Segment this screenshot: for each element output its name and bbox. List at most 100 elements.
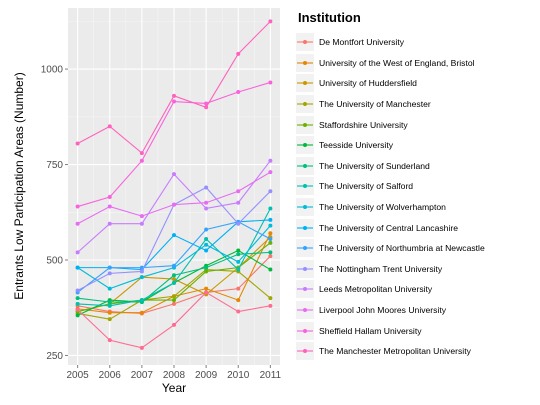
series-line-group	[75, 290, 273, 350]
legend-key	[296, 136, 314, 155]
series-line-group	[75, 19, 273, 156]
data-point	[139, 298, 144, 303]
data-point	[204, 269, 209, 274]
data-point	[75, 204, 80, 209]
data-point	[172, 99, 176, 104]
legend-key	[296, 218, 314, 237]
data-point	[236, 221, 241, 226]
legend-item: Sheffield Hallam University	[296, 320, 536, 341]
data-point	[75, 221, 80, 226]
legend-label: The University of Northumbria at Newcast…	[319, 243, 485, 254]
x-tick-label: 2007	[131, 370, 154, 381]
legend-label: Liverpool John Moores University	[319, 305, 447, 316]
series-line-group	[75, 158, 273, 255]
data-point	[268, 237, 273, 241]
data-point	[172, 93, 176, 98]
legend-label: Teesside University	[319, 140, 394, 151]
data-point	[204, 248, 209, 253]
legend-key	[296, 95, 314, 114]
data-point	[172, 294, 176, 299]
legend-item: University of Huddersfield	[296, 73, 536, 94]
legend-item: Liverpool John Moores University	[296, 300, 536, 321]
x-tick-label: 2005	[67, 370, 90, 381]
y-axis: 250 500 750 1000	[41, 65, 68, 362]
data-point	[236, 309, 241, 314]
legend-title: Institution	[298, 10, 361, 25]
legend-item: The Manchester Metropolitan University	[296, 341, 536, 362]
x-tick-label: 2011	[260, 370, 282, 381]
data-point	[204, 227, 209, 232]
data-point	[107, 310, 112, 315]
data-point	[107, 271, 112, 276]
data-point	[268, 19, 273, 24]
legend-key	[296, 115, 314, 134]
data-point	[236, 267, 241, 272]
data-point	[172, 172, 176, 177]
legend-item: The University of Sunderland	[296, 156, 536, 177]
legend-key	[296, 342, 314, 361]
legend-item: The University of Wolverhampton	[296, 197, 536, 218]
y-tick-label: 750	[46, 160, 63, 171]
data-point	[268, 170, 273, 175]
legend-label: University of Huddersfield	[319, 78, 417, 89]
data-point	[75, 265, 80, 270]
data-point	[204, 185, 209, 190]
data-point	[268, 254, 273, 259]
data-point	[204, 206, 209, 211]
data-point	[236, 248, 241, 253]
data-point	[172, 280, 176, 285]
data-point	[268, 206, 273, 211]
series-line-group	[75, 170, 273, 226]
data-point	[139, 158, 144, 163]
data-point	[172, 298, 176, 303]
data-point	[139, 345, 144, 350]
legend-item: The University of Manchester	[296, 94, 536, 115]
series-line-group	[75, 80, 273, 209]
legend-key	[296, 321, 314, 340]
data-point	[75, 288, 80, 293]
data-point	[75, 313, 80, 318]
legend-label: Sheffield Hallam University	[319, 325, 422, 336]
data-point	[268, 303, 273, 308]
data-point	[107, 286, 112, 291]
data-point	[172, 263, 176, 268]
y-axis-title: Entrants Low Participation Areas (Number…	[12, 72, 26, 299]
legend-item: The University of Northumbria at Newcast…	[296, 238, 536, 259]
x-tick-label: 2009	[195, 370, 218, 381]
legend-label: De Montfort University	[319, 37, 405, 48]
data-point	[268, 296, 273, 301]
legend-item: Teesside University	[296, 135, 536, 156]
data-point	[268, 231, 273, 236]
series-layer	[75, 19, 273, 350]
data-point	[268, 240, 273, 245]
legend-key	[296, 177, 314, 196]
data-point	[268, 80, 273, 85]
data-point	[107, 300, 112, 304]
data-point	[204, 101, 209, 106]
data-point	[107, 317, 112, 322]
data-point	[268, 189, 273, 194]
data-point	[139, 151, 144, 156]
legend-label: University of the West of England, Brist…	[319, 57, 475, 68]
data-point	[204, 200, 209, 205]
legend-key	[296, 74, 314, 93]
legend-key	[296, 53, 314, 72]
data-point	[139, 214, 144, 219]
data-point	[107, 124, 112, 129]
data-point	[204, 290, 209, 295]
legend-key	[296, 33, 314, 52]
data-point	[268, 250, 273, 255]
data-point	[75, 307, 80, 312]
data-point	[75, 301, 80, 306]
data-point	[268, 158, 273, 163]
legend-label: The University of Salford	[319, 181, 414, 192]
legend-key	[296, 239, 314, 258]
legend-label: The Nottingham Trent University	[319, 263, 443, 274]
legend-key	[296, 301, 314, 320]
data-point	[268, 217, 273, 222]
data-point	[268, 223, 273, 228]
data-point	[139, 221, 144, 226]
series-line-group	[75, 206, 273, 308]
data-point	[107, 195, 112, 199]
